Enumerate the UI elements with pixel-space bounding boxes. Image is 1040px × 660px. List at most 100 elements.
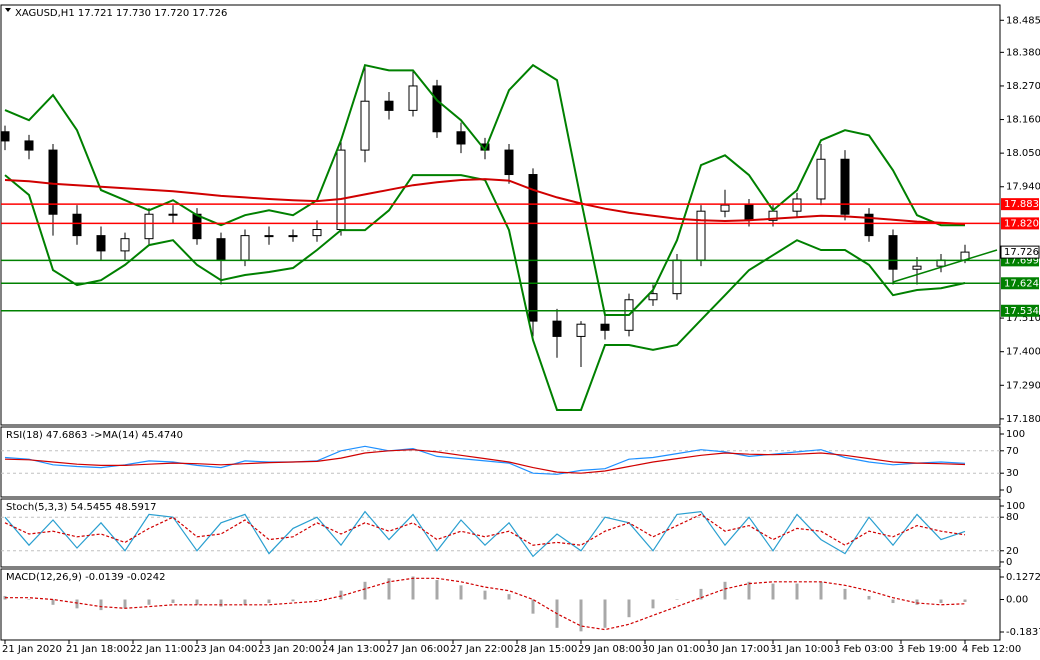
panel-frame (0, 498, 1001, 568)
candle-body (216, 238, 226, 261)
indicator-line (4, 445, 966, 475)
histogram-bar (219, 599, 223, 607)
histogram-bar (507, 594, 511, 600)
y-tick-label: 70 (1006, 446, 1019, 457)
candle-body (384, 100, 394, 111)
histogram-bar (579, 599, 583, 632)
y-tick-label: 0 (1006, 557, 1012, 568)
candle-body (864, 213, 874, 237)
x-tick-label: 21 Jan 2020 (2, 644, 62, 655)
panel-title: RSI(18) 47.6863 ->MA(14) 45.4740 (6, 430, 183, 441)
y-tick-label: 18.380 (1006, 47, 1040, 58)
x-tick-label: 23 Jan 04:00 (194, 644, 257, 655)
candle-body (600, 323, 610, 331)
candle-body (72, 213, 82, 237)
candle-body (552, 320, 562, 337)
histogram-bar (387, 578, 391, 600)
candle-body (672, 259, 682, 295)
histogram-bar (315, 599, 319, 601)
panel-frame (0, 568, 1001, 641)
candle-body (840, 158, 850, 215)
histogram-bar (99, 599, 103, 611)
y-tick-label: 18.160 (1006, 115, 1040, 126)
candle-body (456, 131, 466, 145)
histogram-bar (483, 590, 487, 600)
histogram-bar (435, 580, 439, 600)
y-tick-label: 18.050 (1006, 148, 1040, 159)
histogram-bar (291, 599, 295, 602)
histogram-bar (843, 588, 847, 600)
histogram-bar (795, 583, 799, 600)
y-tick-label: 30 (1006, 468, 1019, 479)
last-price-label: 17.726 (1004, 247, 1039, 258)
y-tick-label: 17.290 (1006, 380, 1040, 391)
histogram-bar (675, 599, 679, 601)
price-level-label: 17.699 (1004, 255, 1039, 266)
histogram-bar (867, 595, 871, 600)
panel-frame (0, 426, 1001, 498)
histogram-bar (963, 599, 967, 602)
y-tick-label: 0.00 (1006, 595, 1028, 606)
histogram-bar (75, 599, 79, 609)
histogram-bar (243, 599, 247, 605)
candle-body (888, 235, 898, 270)
panel-title: MACD(12,26,9) -0.0139 -0.0242 (6, 572, 166, 583)
y-tick-label: 80 (1006, 512, 1019, 523)
x-tick-label: 27 Jan 22:00 (450, 644, 513, 655)
candle-body (144, 213, 154, 240)
histogram-bar (771, 583, 775, 600)
histogram-bar (123, 599, 127, 609)
x-tick-label: 30 Jan 01:00 (642, 644, 705, 655)
histogram-bar (891, 599, 895, 604)
candle-body (360, 100, 370, 151)
y-tick-label: 0 (1006, 485, 1012, 496)
indicator-line (4, 178, 966, 225)
candle-body (504, 149, 514, 176)
histogram-bar (411, 576, 415, 600)
indicator-line (5, 577, 966, 631)
x-tick-label: 27 Jan 06:00 (386, 644, 449, 655)
price-level-tag (1001, 304, 1039, 317)
histogram-bar (171, 599, 175, 604)
y-tick-label: 0.1272 (1006, 572, 1040, 583)
candle-body (264, 235, 274, 238)
indicator-line (4, 449, 966, 474)
y-tick-label: 18.485 (1006, 15, 1040, 26)
candle-body (240, 235, 250, 261)
histogram-bar (819, 581, 823, 600)
x-tick-label: 4 Feb 12:00 (962, 644, 1021, 655)
x-tick-label: 3 Feb 03:00 (834, 644, 893, 655)
y-tick-label: 17.940 (1006, 182, 1040, 193)
menu-arrow[interactable] (5, 8, 11, 12)
candle-body (648, 293, 658, 301)
histogram-bar (27, 599, 31, 601)
indicator-line (4, 510, 966, 558)
price-level-tag (1001, 198, 1039, 211)
candle-body (48, 149, 58, 215)
price-level-label: 17.534 (1004, 306, 1039, 317)
panel-frame (0, 4, 1001, 426)
histogram-bar (459, 585, 463, 600)
y-tick-label: 100 (1006, 501, 1025, 512)
histogram-bar (699, 588, 703, 600)
candle-body (792, 198, 802, 212)
histogram-bar (147, 599, 151, 605)
y-tick-label: 18.270 (1006, 81, 1040, 92)
x-tick-label: 29 Jan 08:00 (578, 644, 641, 655)
x-tick-label: 21 Jan 18:00 (66, 644, 129, 655)
candle-body (816, 158, 826, 200)
price-level-tag (1001, 217, 1039, 230)
candle-body (24, 140, 34, 151)
last-price-tag (1000, 245, 1040, 259)
histogram-bar (339, 590, 343, 600)
panel-title: XAGUSD,H1 17.721 17.730 17.720 17.726 (15, 8, 227, 19)
y-tick-label: 20 (1006, 546, 1019, 557)
price-level-tag (1001, 277, 1039, 290)
candle-body (576, 323, 586, 337)
candle-body (96, 235, 106, 252)
x-tick-label: 3 Feb 19:00 (898, 644, 957, 655)
y-tick-label: -0.1837 (1006, 627, 1040, 638)
